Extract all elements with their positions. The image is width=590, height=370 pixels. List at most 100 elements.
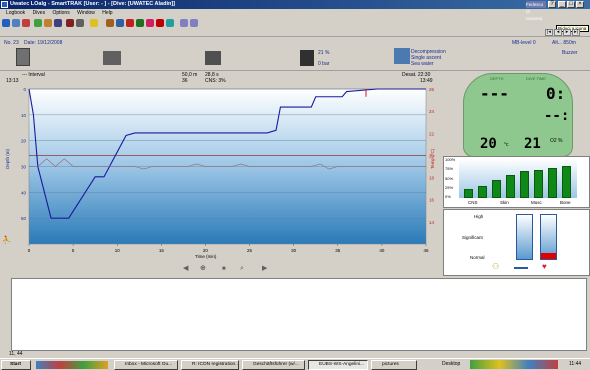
chart-icon[interactable] bbox=[66, 19, 74, 27]
maximize-button[interactable]: □ bbox=[567, 1, 575, 8]
lock-icon[interactable] bbox=[106, 19, 114, 27]
depth-series-line bbox=[28, 88, 426, 219]
stop-icon[interactable]: ■ bbox=[222, 266, 226, 272]
start-button[interactable]: Start bbox=[1, 360, 31, 370]
gas-icon[interactable] bbox=[136, 19, 144, 27]
status-bar: 11, 44 bbox=[9, 351, 23, 357]
menu-bar: Logbook Dives Options Window Help bbox=[0, 9, 590, 17]
equipment-icon bbox=[103, 51, 121, 65]
task-geschaeftsfuehrer[interactable]: Geschäftsführer (w/... bbox=[242, 360, 305, 370]
dive-date: Date: 19/12/2008 bbox=[24, 40, 63, 46]
task-pictures[interactable]: pictures bbox=[371, 360, 417, 370]
diver-icon: ⛹ bbox=[2, 235, 11, 244]
minimize-button[interactable]: _ bbox=[558, 1, 566, 8]
y-tick-label: 30 bbox=[21, 165, 27, 170]
menu-window[interactable]: Window bbox=[77, 10, 95, 16]
tray-icons[interactable] bbox=[470, 360, 558, 369]
window2-icon[interactable] bbox=[190, 19, 198, 27]
breathing-gauge bbox=[540, 214, 557, 260]
tissue-plot-area bbox=[459, 159, 577, 198]
scroll-right-icon[interactable]: ▶ bbox=[262, 265, 268, 272]
desktop-toolbar[interactable]: Desktop bbox=[442, 361, 461, 367]
buzzer: Buzzer bbox=[562, 50, 578, 56]
first-button[interactable]: |◂ bbox=[545, 29, 553, 36]
x-tick-label: 20 bbox=[203, 248, 209, 253]
print-icon[interactable] bbox=[22, 19, 30, 27]
tissue-ytick: 75% bbox=[445, 166, 454, 171]
equipment-icon[interactable] bbox=[54, 19, 62, 27]
dive-profile-chart[interactable]: 0 10 20 30 40 50 14 16 18 20 22 24 26 0 5 10 15 20 25 30 35 4… bbox=[0, 71, 443, 276]
mb-level: MB-level 0 bbox=[512, 40, 536, 46]
zoom-in-icon[interactable]: ⊕ bbox=[200, 265, 206, 272]
menu-options[interactable]: Options bbox=[52, 10, 70, 16]
o2-value: 36 bbox=[182, 78, 188, 84]
y2-tick-label: 26 bbox=[429, 87, 435, 92]
toolbar: |◂ ◂ ▸ ▸| bbox=[0, 17, 590, 37]
o2-readout: 21 bbox=[524, 136, 541, 152]
tissue-bar-8 bbox=[562, 166, 571, 198]
heart-icon[interactable] bbox=[146, 19, 154, 27]
time-label: DIVE TIME bbox=[526, 76, 546, 81]
desat-time: 13:49 bbox=[420, 78, 433, 84]
y2-axis-label: Temp (°C) bbox=[430, 148, 435, 169]
zoom-out-icon[interactable]: ⌕ bbox=[240, 265, 244, 272]
transfer-icon[interactable] bbox=[126, 19, 134, 27]
interval-label: --- Interval bbox=[22, 72, 45, 78]
last-button[interactable]: ▸| bbox=[572, 29, 580, 36]
title-bar: Uwatec LOalg - SmartTRAK [User: - ] - [D… bbox=[0, 0, 590, 9]
monitor-icon[interactable] bbox=[166, 19, 174, 27]
menu-help[interactable]: Help bbox=[102, 10, 113, 16]
y-tick-label: 40 bbox=[21, 190, 27, 195]
breathing-level bbox=[541, 253, 556, 259]
plus-icon[interactable] bbox=[34, 19, 42, 27]
max-depth: 50,0 m bbox=[182, 72, 198, 78]
y-tick-label: 0 bbox=[23, 87, 26, 92]
close-button[interactable]: × bbox=[576, 1, 584, 8]
temp-unit: °c bbox=[504, 142, 509, 148]
tissue-bar-2 bbox=[478, 186, 487, 198]
y-tick-label: 50 bbox=[21, 216, 27, 221]
notes-area[interactable] bbox=[11, 278, 587, 351]
tissue-label-cns: CNS bbox=[468, 200, 478, 205]
x-tick-label: 35 bbox=[335, 248, 341, 253]
open-icon[interactable] bbox=[2, 19, 10, 27]
y2-tick-label: 18 bbox=[429, 176, 435, 181]
bulb-icon[interactable] bbox=[90, 19, 98, 27]
level-normal: Normal bbox=[470, 255, 485, 260]
diver-photo bbox=[16, 48, 30, 66]
level-high: High bbox=[474, 214, 484, 219]
depth-label: DEPTH bbox=[490, 76, 504, 81]
scroll-left-icon[interactable]: ◀ bbox=[183, 265, 189, 272]
prev-button[interactable]: ◂ bbox=[554, 29, 562, 36]
x-tick-label: 30 bbox=[291, 248, 297, 253]
window1-icon[interactable] bbox=[180, 19, 188, 27]
warning-icon bbox=[394, 48, 410, 64]
tank-icon bbox=[300, 50, 314, 66]
dive-icon[interactable] bbox=[12, 19, 20, 27]
help-button[interactable]: ? bbox=[548, 1, 556, 8]
task-eubs[interactable]: EUBS-WS-Angelini... bbox=[308, 360, 368, 370]
taskbar: Start Inbox - Microsoft Ou... R: ICON re… bbox=[0, 358, 590, 370]
slider-track[interactable] bbox=[514, 267, 528, 269]
ticks: 0 10 20 30 40 50 14 16 18 20 22 24 26 0 5 10 15 20 25 30 35 4… bbox=[21, 87, 435, 253]
flag-icon[interactable] bbox=[156, 19, 164, 27]
user-label: Fedesco (0 rossera) bbox=[526, 1, 546, 21]
grid-icon[interactable] bbox=[116, 19, 124, 27]
quick-launch[interactable] bbox=[36, 361, 108, 369]
sum-icon[interactable] bbox=[76, 19, 84, 27]
x-tick-label: 45 bbox=[423, 248, 429, 253]
menu-logbook[interactable]: Logbook bbox=[6, 10, 26, 16]
diver-icon[interactable] bbox=[44, 19, 52, 27]
tissue-bar-4 bbox=[506, 174, 515, 198]
task-icon-registration[interactable]: R: ICON registration... bbox=[181, 360, 239, 370]
app-icon bbox=[1, 1, 8, 8]
task-inbox[interactable]: Inbox - Microsoft Ou... bbox=[114, 360, 178, 370]
cns-value: CNS: 3% bbox=[205, 78, 226, 84]
desat-label: Desat. 22:30 bbox=[402, 72, 431, 78]
warning-deco: Decompression bbox=[411, 49, 446, 55]
next-button[interactable]: ▸ bbox=[563, 29, 571, 36]
tissue-label-musc: Musc bbox=[531, 200, 542, 205]
tissue-ytick: 0% bbox=[445, 194, 451, 199]
menu-dives[interactable]: Dives bbox=[32, 10, 46, 16]
heart-icon: ♥ bbox=[542, 262, 547, 271]
